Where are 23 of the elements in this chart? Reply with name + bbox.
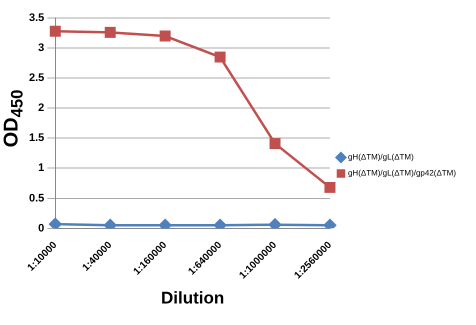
y-tick-label: 0.5 [28, 192, 44, 204]
point [50, 26, 61, 37]
point [214, 52, 226, 63]
y-tick-label: 3.5 [28, 12, 44, 24]
point [49, 218, 62, 228]
point [104, 219, 116, 228]
y-tick-label: 2.5 [28, 72, 44, 84]
point [324, 182, 336, 193]
point [268, 218, 282, 228]
point [104, 26, 116, 38]
point [160, 30, 171, 42]
y-tick-label: 3 [38, 42, 44, 54]
legend-label: gH(ΔTM)/gL(ΔTM)/gp42(ΔTM) [348, 168, 456, 178]
point [158, 219, 172, 228]
y-tick-label: 2 [38, 102, 44, 114]
point [324, 219, 336, 228]
legend-label: gH(ΔTM)/gL(ΔTM) [348, 152, 414, 162]
point [270, 138, 281, 150]
y-tick-label: 1 [38, 162, 44, 174]
y-tick-label: 0 [38, 222, 44, 234]
point [214, 219, 226, 228]
y-tick-label: 1.5 [28, 132, 44, 144]
x-axis-title: Dilution [160, 288, 224, 308]
